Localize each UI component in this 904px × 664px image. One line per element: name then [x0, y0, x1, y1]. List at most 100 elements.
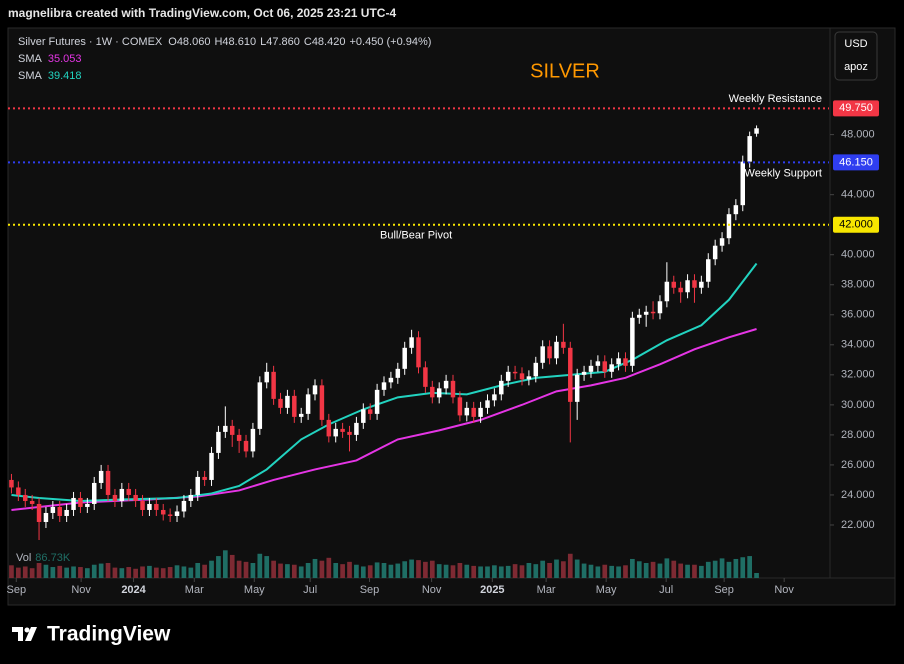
volume-bar: [50, 567, 56, 578]
candle-body: [71, 497, 76, 510]
level-name: Weekly Resistance: [729, 93, 822, 105]
volume-bar: [450, 565, 456, 578]
candle-body: [616, 358, 621, 365]
x-tick-label: Mar: [185, 584, 204, 596]
level-price-box: [833, 216, 879, 233]
x-tick-label: Jul: [659, 584, 673, 596]
unit-label[interactable]: apoz: [844, 61, 868, 73]
candle-body: [609, 364, 614, 372]
volume-bar: [326, 557, 332, 578]
candle-body: [78, 497, 83, 507]
candle-body: [243, 440, 249, 452]
candle-body: [119, 488, 125, 501]
volume-bar: [726, 561, 732, 578]
brand: TradingView: [47, 623, 171, 646]
volume-bar: [519, 565, 525, 578]
volume-bar: [71, 566, 76, 578]
candle-body: [29, 500, 35, 504]
candle-body: [181, 500, 187, 512]
currency-button[interactable]: [834, 31, 878, 81]
candle-body: [36, 503, 42, 522]
volume-bar: [692, 564, 697, 578]
candle-body: [340, 428, 345, 432]
ohlc-key: O: [168, 36, 177, 48]
volume-bar: [216, 556, 221, 578]
candle-body: [140, 500, 145, 510]
ohlc-key: L: [260, 36, 266, 48]
volume-bar: [581, 563, 587, 578]
sma-name: SMA: [18, 70, 43, 82]
candle-body: [499, 380, 504, 395]
volume-bar: [236, 560, 242, 578]
candle-body: [395, 368, 401, 378]
volume-bar: [43, 564, 49, 578]
candle-body: [374, 389, 380, 414]
symbol: Silver Futures · 1W · COMEX: [18, 36, 163, 48]
volume-bar: [423, 561, 428, 578]
candle-body: [492, 394, 497, 401]
candle-body: [478, 407, 483, 417]
volume-bar: [630, 558, 635, 578]
level-price-box: [833, 100, 879, 117]
x-tick-label: May: [596, 584, 617, 596]
x-tick-label: Sep: [6, 584, 26, 596]
y-tick-label: 34.000: [841, 339, 875, 351]
candle-body: [9, 479, 14, 488]
candle-body: [264, 371, 269, 383]
candle-body: [223, 425, 228, 432]
volume-bar: [409, 559, 414, 578]
x-tick-label: Nov: [422, 584, 442, 596]
candle-body: [568, 347, 573, 402]
currency-label[interactable]: USD: [844, 38, 867, 50]
volume-bar: [291, 564, 297, 578]
volume-bar: [29, 568, 35, 578]
volume-bar: [540, 560, 546, 578]
volume-bar: [140, 566, 145, 578]
volume-current: 86.73K: [35, 552, 71, 564]
candle-body: [554, 341, 559, 359]
y-tick-label: 44.000: [841, 189, 875, 201]
volume-bar: [747, 556, 753, 578]
candle-body: [692, 280, 697, 288]
volume-bar: [22, 566, 28, 578]
candle-body: [354, 422, 359, 435]
candle-body: [154, 503, 159, 510]
volume-bar: [147, 565, 152, 578]
volume-bar: [381, 563, 387, 578]
x-tick-label: Mar: [537, 584, 556, 596]
volume-bar: [112, 567, 118, 578]
candle-body: [430, 386, 435, 398]
credit: magnelibra created with TradingView.com,…: [8, 6, 396, 20]
candle-body: [133, 494, 138, 501]
candle-body: [202, 476, 207, 480]
chart-panel: [7, 27, 896, 606]
level-price-label: 49.750: [839, 102, 873, 114]
candle-body: [526, 376, 532, 380]
volume-bar: [416, 560, 421, 578]
x-tick-label: 2024: [121, 584, 146, 596]
candle-body: [188, 494, 194, 501]
candle-body: [326, 419, 332, 437]
y-tick-label: 24.000: [841, 489, 875, 501]
candle-body: [98, 470, 104, 483]
y-tick-label: 40.000: [841, 249, 875, 261]
footer-logo: TradingView: [12, 623, 171, 646]
sma-legend: SMA 39.418: [18, 70, 82, 82]
volume-bar: [678, 563, 684, 578]
candle-body: [23, 494, 28, 501]
candle-body: [574, 374, 580, 402]
candle-body: [712, 245, 718, 260]
volume-bar: [429, 560, 435, 578]
y-tick-label: 32.000: [841, 369, 875, 381]
volume-legend: Vol 86.73K: [16, 552, 71, 564]
chart-title: SILVER: [530, 60, 600, 82]
level-name: Weekly Support: [745, 167, 822, 179]
candle-body: [298, 413, 304, 417]
candle-body: [581, 371, 587, 375]
volume-bar: [160, 568, 166, 578]
volume-bar: [609, 565, 615, 578]
volume-bar: [36, 563, 42, 578]
volume-bar: [285, 564, 290, 578]
volume-bar: [229, 554, 235, 578]
